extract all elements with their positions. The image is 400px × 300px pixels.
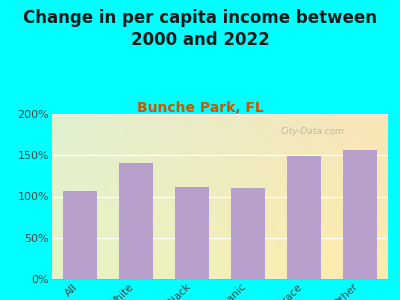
Bar — [231, 188, 265, 279]
Bar — [175, 187, 209, 279]
Text: City-Data.com: City-Data.com — [280, 127, 344, 136]
Bar — [343, 150, 377, 279]
Bar — [63, 191, 97, 279]
Text: Change in per capita income between
2000 and 2022: Change in per capita income between 2000… — [23, 9, 377, 49]
Text: Bunche Park, FL: Bunche Park, FL — [137, 100, 263, 115]
Bar — [119, 164, 153, 279]
Bar — [287, 156, 321, 279]
